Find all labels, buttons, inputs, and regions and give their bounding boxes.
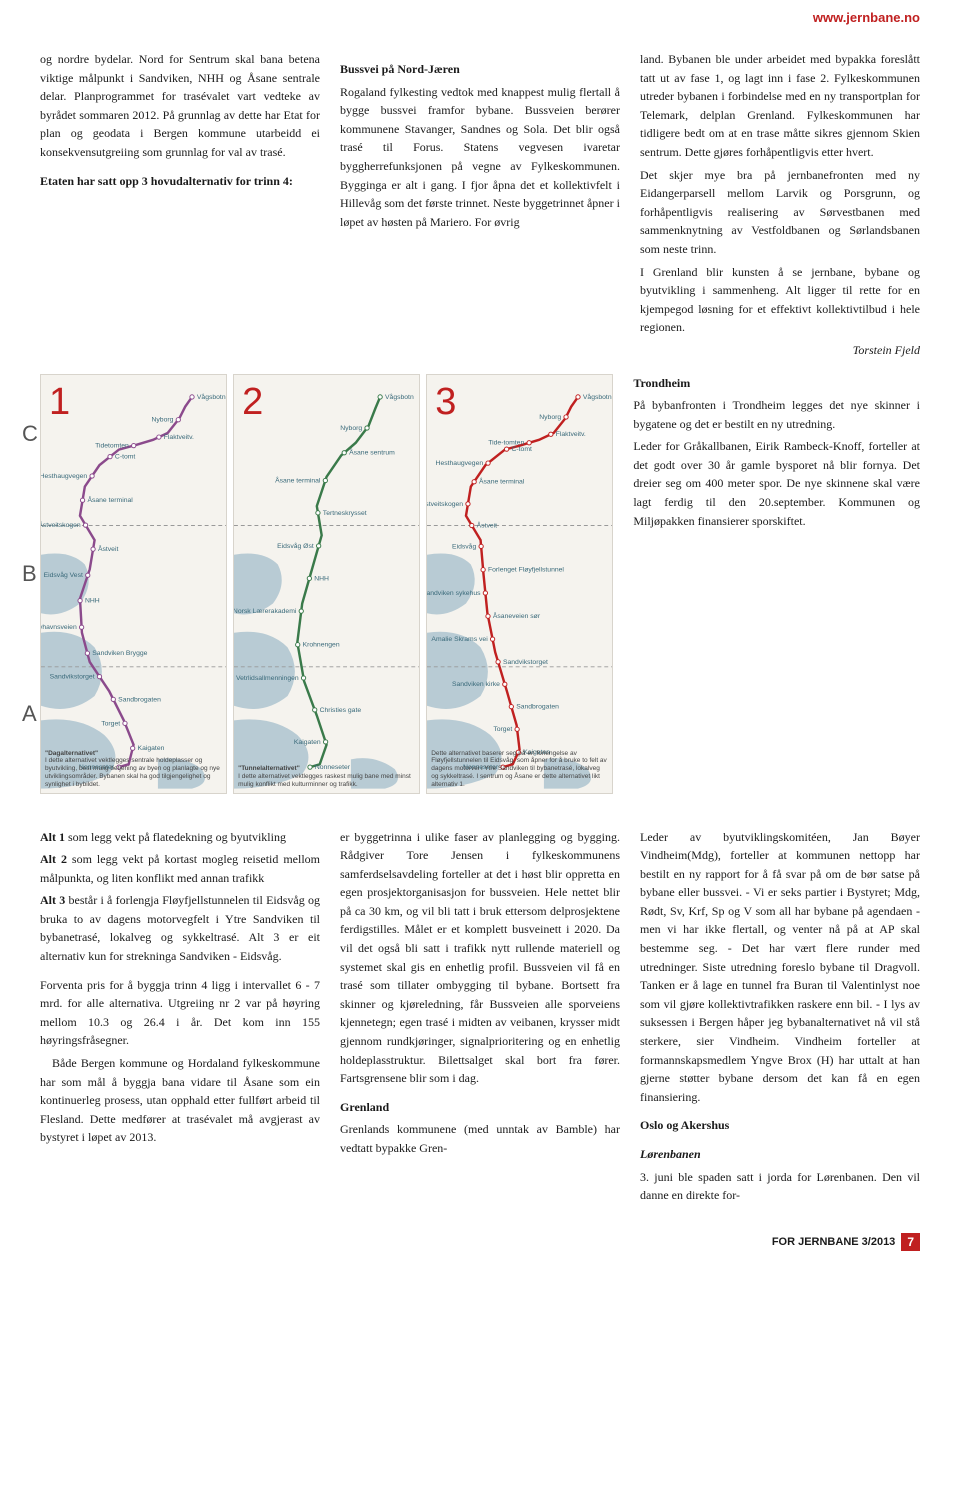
svg-text:Tidetomten: Tidetomten [95, 442, 129, 449]
map-panel-2: 2 Vågsbotn Nyborg Åsane sentrum Åsane termin… [233, 374, 420, 794]
svg-text:Kaigaten: Kaigaten [294, 738, 321, 745]
svg-text:Eidsvåg Øst: Eidsvåg Øst [277, 541, 314, 549]
col2-p2: er byggetrinna i ulike faser av planlegg… [340, 828, 620, 1088]
svg-text:C-tomt: C-tomt [115, 453, 136, 460]
svg-text:Hesthaugvegen: Hesthaugvegen [41, 472, 87, 479]
col1-p2: Forventa pris for å byggja trinn 4 ligg … [40, 976, 320, 1050]
map-panel-1: 1 Vågsbotn Nyborg Flaktveitv. Tidetomten C-to… [40, 374, 227, 794]
svg-text:Vågsbotn: Vågsbotn [197, 392, 226, 400]
svg-text:Nyborg: Nyborg [151, 416, 173, 423]
svg-text:Vågsbotn: Vågsbotn [583, 392, 612, 400]
svg-text:Torget: Torget [101, 720, 120, 727]
site-url: www.jernbane.no [813, 10, 920, 25]
svg-text:Sandvikstorget: Sandvikstorget [50, 673, 95, 680]
column-1-bottom: Alt 1 som legg vekt på flatedekning og b… [40, 828, 320, 1209]
col1-intro: og nordre bydelar. Nord for Sentrum skal… [40, 50, 320, 162]
svg-text:Sandbrogaten: Sandbrogaten [118, 696, 161, 703]
svg-text:Åstveitskogen: Åstveitskogen [427, 498, 463, 507]
svg-text:Sandviken sykehus: Sandviken sykehus [427, 589, 481, 596]
svg-text:Nyhavnsveien: Nyhavnsveien [41, 624, 77, 631]
byline: Torstein Fjeld [640, 341, 920, 360]
col3-p2: Det skjer mye bra på jernbanefronten med… [640, 166, 920, 259]
svg-text:Torget: Torget [494, 726, 513, 733]
svg-text:Flaktveitv.: Flaktveitv. [164, 434, 194, 441]
svg-text:Sandvikstorget: Sandvikstorget [503, 658, 548, 665]
svg-text:Nyborg: Nyborg [340, 424, 362, 431]
page: www.jernbane.no og nordre bydelar. Nord … [0, 0, 960, 1271]
svg-text:Sandbrogaten: Sandbrogaten [516, 703, 559, 710]
svg-text:Norsk Lærerakademi: Norsk Lærerakademi [234, 608, 297, 615]
map-svg: Vågsbotn Nyborg Åsane sentrum Åsane termina… [234, 375, 419, 793]
col3-p1: land. Bybanen ble under arbeidet med byp… [640, 50, 920, 162]
map-caption: "Tunnelalternativet"I dette alternativet… [238, 765, 415, 788]
svg-text:Christies gate: Christies gate [320, 706, 362, 713]
upper-columns: og nordre bydelar. Nord for Sentrum skal… [40, 50, 920, 364]
map-caption: "Dagalternativet"I dette alternativet ve… [45, 750, 222, 789]
zone-labels: C B A [22, 364, 38, 784]
svg-text:Eidsvåg: Eidsvåg [452, 542, 476, 550]
svg-text:Krohnengen: Krohnengen [303, 641, 340, 648]
column-2-bottom: er byggetrinna i ulike faser av planlegg… [340, 828, 620, 1209]
maps-container: 1 Vågsbotn Nyborg Flaktveitv. Tidetomten C-to… [40, 374, 613, 794]
zone-b: B [22, 561, 38, 587]
col2-head1: Bussvei på Nord-Jæren [340, 60, 620, 79]
svg-text:Vågsbotn: Vågsbotn [385, 392, 414, 400]
alt2: Alt 2 som legg vekt på kortast mogleg re… [40, 850, 320, 887]
tr3: Leder av byutviklingskomitéen, Jan Bøyer… [640, 828, 920, 1107]
map-caption: Dette alternativet baserer seg på en for… [431, 750, 608, 789]
svg-text:C-tomt: C-tomt [512, 446, 533, 453]
footer: FOR JERNBANE 3/2013 7 [40, 1233, 920, 1251]
svg-text:Hesthaugvegen: Hesthaugvegen [436, 460, 484, 467]
map-number: 3 [435, 381, 456, 424]
map-svg: VågsbotnNyborgFlaktveitv.Tide-tomtenC-to… [427, 375, 612, 793]
lower-columns: Alt 1 som legg vekt på flatedekning og b… [40, 828, 920, 1209]
column-1-top: og nordre bydelar. Nord for Sentrum skal… [40, 50, 320, 364]
map-number: 2 [242, 381, 263, 424]
svg-text:Flaktveitv.: Flaktveitv. [556, 431, 586, 438]
alt1: Alt 1 som legg vekt på flatedekning og b… [40, 828, 320, 847]
column-3-bottom: Leder av byutviklingskomitéen, Jan Bøyer… [640, 828, 920, 1209]
col3-p3: I Grenland blir kunsten å se jernbane, b… [640, 263, 920, 337]
footer-text: FOR JERNBANE 3/2013 [772, 1236, 896, 1248]
map-number: 1 [49, 381, 70, 424]
map-panel-3: 3VågsbotnNyborgFlaktveitv.Tide-tomtenC-t… [426, 374, 613, 794]
svg-text:Åstveit: Åstveit [98, 544, 119, 553]
loren-p: 3. juni ble spaden satt i jorda for Løre… [640, 1168, 920, 1205]
zone-a: A [22, 701, 38, 727]
svg-text:NHH: NHH [314, 575, 329, 582]
svg-text:Amalie Skrams vei: Amalie Skrams vei [432, 636, 489, 643]
head-oslo: Oslo og Akershus [640, 1116, 920, 1135]
col2-head2: Grenland [340, 1098, 620, 1117]
tr2: Leder for Gråkallbanen, Eirik Rambeck-Kn… [633, 437, 920, 530]
svg-text:Åstveit: Åstveit [477, 520, 498, 529]
footer-page: 7 [901, 1233, 920, 1251]
col1-alts-head: Etaten har satt opp 3 hovudalternativ fo… [40, 172, 320, 191]
svg-text:Eidsvåg Vest: Eidsvåg Vest [44, 571, 83, 579]
svg-text:Åsane terminal: Åsane terminal [275, 475, 321, 484]
alt3: Alt 3 består i å forlengja Fløyfjellstun… [40, 891, 320, 965]
svg-text:Åsane sentrum: Åsane sentrum [349, 447, 395, 456]
zone-c: C [22, 421, 38, 447]
col2-p3: Grenlands kommunene (med unntak av Bambl… [340, 1120, 620, 1157]
svg-text:Åsane terminal: Åsane terminal [87, 495, 133, 504]
svg-text:Vetrlidsallmenningen: Vetrlidsallmenningen [236, 674, 299, 681]
svg-text:Åsaneveien sør: Åsaneveien sør [493, 611, 541, 620]
map-svg: Vågsbotn Nyborg Flaktveitv. Tidetomten C-tom… [41, 375, 226, 793]
svg-text:NHH: NHH [85, 597, 100, 604]
column-3-mid: Trondheim På bybanfronten i Trondheim le… [633, 364, 920, 808]
svg-text:Sandviken kirke: Sandviken kirke [452, 681, 500, 688]
column-2-top: Bussvei på Nord-Jæren Rogaland fylkestin… [340, 50, 620, 364]
tr1: På bybanfronten i Trondheim legges det n… [633, 396, 920, 433]
col1-p3: Både Bergen kommune og Hordaland fylkesk… [40, 1054, 320, 1147]
head-loren: Lørenbanen [640, 1145, 920, 1164]
svg-text:Nyborg: Nyborg [539, 413, 561, 420]
svg-text:Åsane terminal: Åsane terminal [479, 476, 525, 485]
column-3-top: land. Bybanen ble under arbeidet med byp… [640, 50, 920, 364]
svg-text:Åstveitskogen: Åstveitskogen [41, 520, 81, 529]
svg-text:Tertneskrysset: Tertneskrysset [323, 509, 367, 516]
head-trondheim: Trondheim [633, 374, 920, 393]
col2-p1: Rogaland fylkesting vedtok med knappest … [340, 83, 620, 232]
svg-text:Forlenget Fløyfjellstunnel: Forlenget Fløyfjellstunnel [488, 566, 564, 573]
svg-text:Sandviken Brygge: Sandviken Brygge [92, 650, 147, 657]
